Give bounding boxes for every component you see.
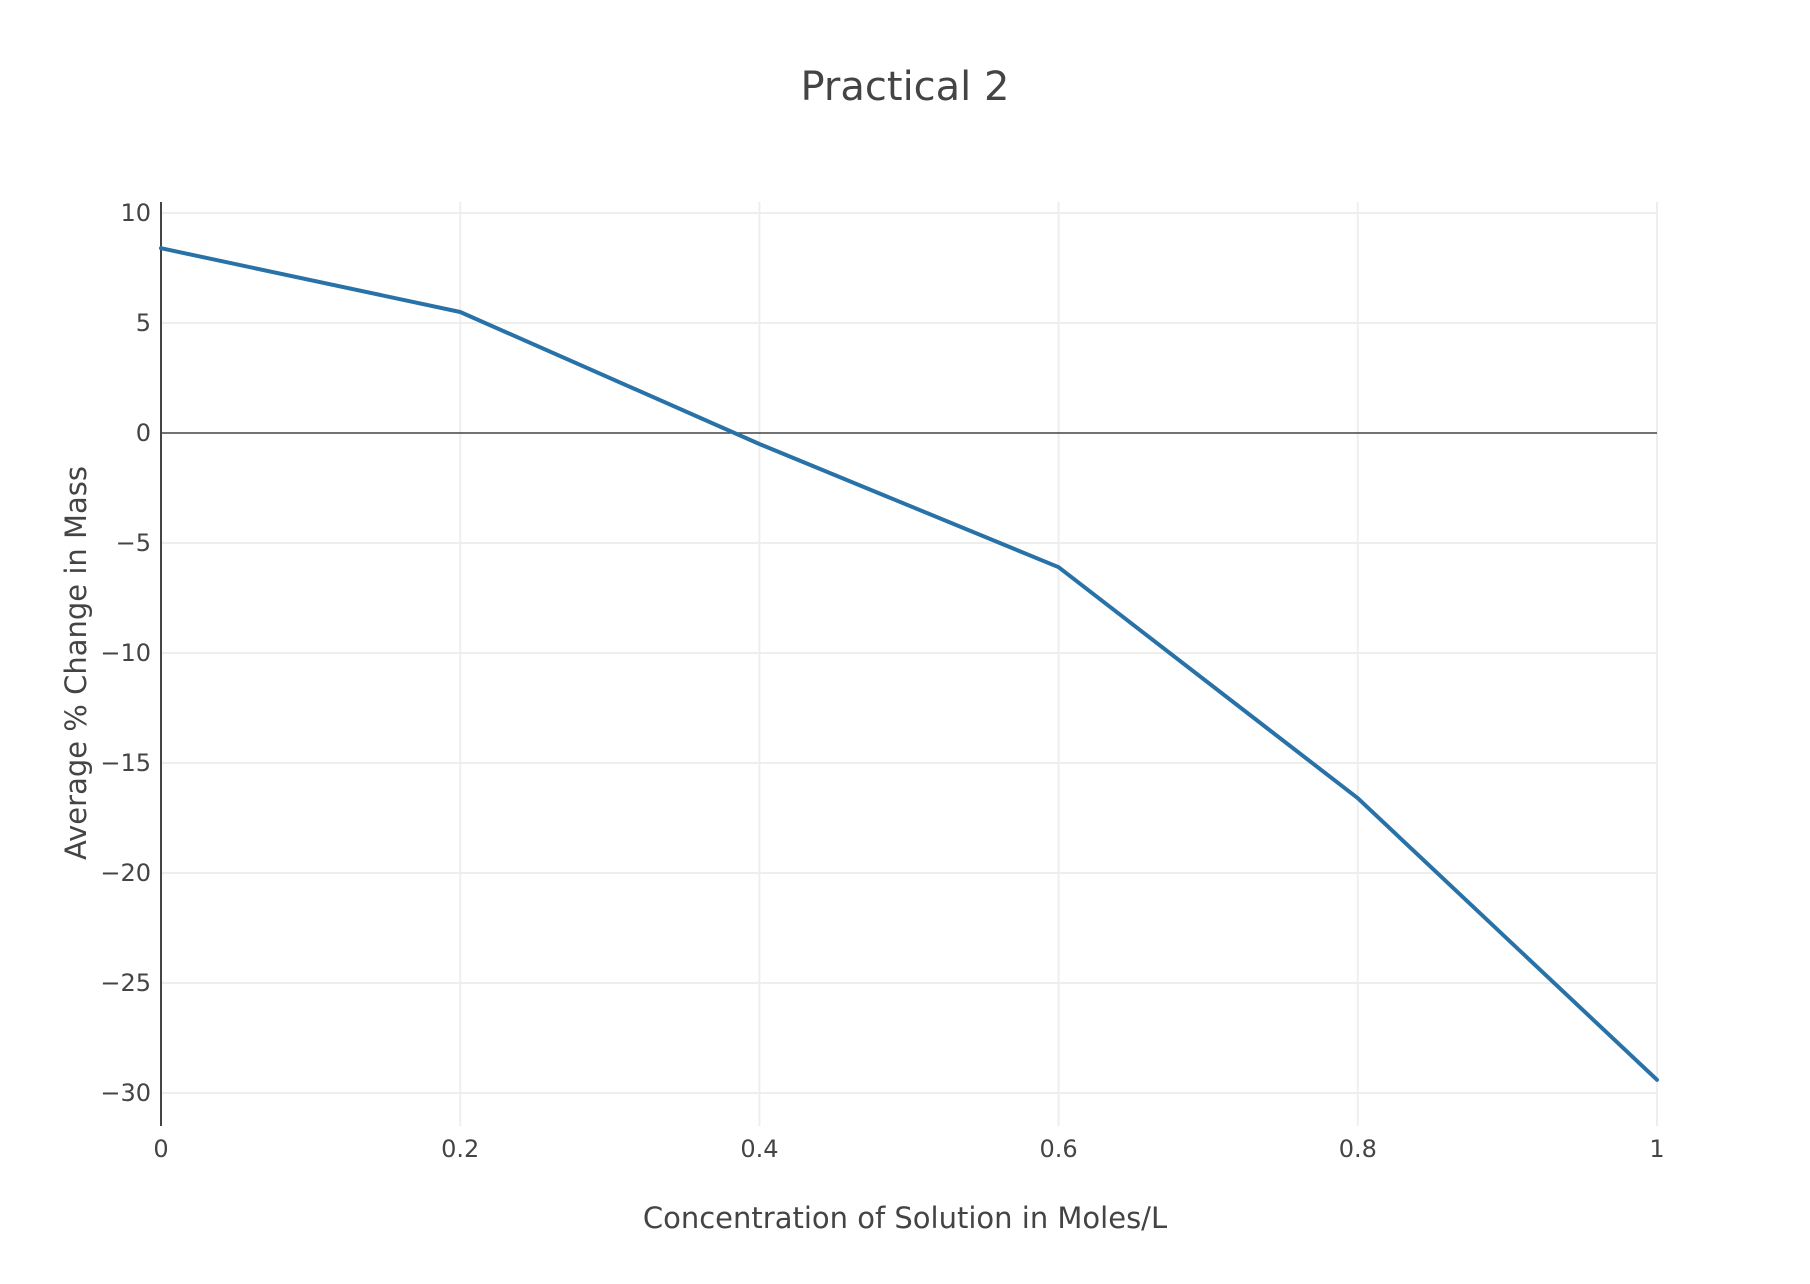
tick-layer: 0 0.2 0.4 0.6 0.8 1 10 5 0 −5 −10 −15 −20 −25 −30 xyxy=(100,199,1664,1163)
series-line xyxy=(159,246,1659,1082)
y-tick-label: 0 xyxy=(136,419,151,447)
x-axis-title: Concentration of Solution in Moles/L xyxy=(643,1201,1167,1235)
y-tick-label: 10 xyxy=(120,199,151,227)
x-tick-label: 0.8 xyxy=(1339,1135,1377,1163)
y-tick-label: −10 xyxy=(100,639,151,667)
y-tick-label: −30 xyxy=(100,1079,151,1107)
x-tick-label: 0.2 xyxy=(441,1135,479,1163)
y-tick-label: −20 xyxy=(100,859,151,887)
axis-layer xyxy=(160,202,1657,1126)
x-tick-label: 0.4 xyxy=(740,1135,778,1163)
y-tick-label: −15 xyxy=(100,749,151,777)
series-layer xyxy=(159,246,1659,1082)
x-tick-label: 1 xyxy=(1649,1135,1664,1163)
y-axis-title: Average % Change in Mass xyxy=(59,466,93,860)
chart-title: Practical 2 xyxy=(801,64,1010,110)
y-tick-label: 5 xyxy=(136,309,151,337)
y-tick-label: −25 xyxy=(100,969,151,997)
x-tick-label: 0 xyxy=(153,1135,168,1163)
x-tick-label: 0.6 xyxy=(1040,1135,1078,1163)
grid-layer xyxy=(161,202,1658,1126)
y-tick-label: −5 xyxy=(116,529,151,557)
